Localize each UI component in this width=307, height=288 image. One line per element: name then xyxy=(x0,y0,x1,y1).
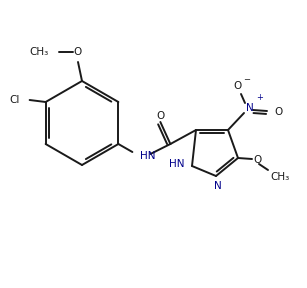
Text: O: O xyxy=(74,47,82,57)
Text: HN: HN xyxy=(140,151,156,161)
Text: O: O xyxy=(156,111,165,121)
Text: O: O xyxy=(274,107,282,117)
Text: HN: HN xyxy=(169,159,184,169)
Text: Cl: Cl xyxy=(9,95,20,105)
Text: CH₃: CH₃ xyxy=(30,47,49,57)
Text: N: N xyxy=(214,181,222,191)
Text: +: + xyxy=(256,93,263,102)
Text: O: O xyxy=(234,81,242,91)
Text: O: O xyxy=(253,155,261,165)
Text: N: N xyxy=(246,103,254,113)
Text: CH₃: CH₃ xyxy=(270,172,290,182)
Text: −: − xyxy=(243,75,250,84)
